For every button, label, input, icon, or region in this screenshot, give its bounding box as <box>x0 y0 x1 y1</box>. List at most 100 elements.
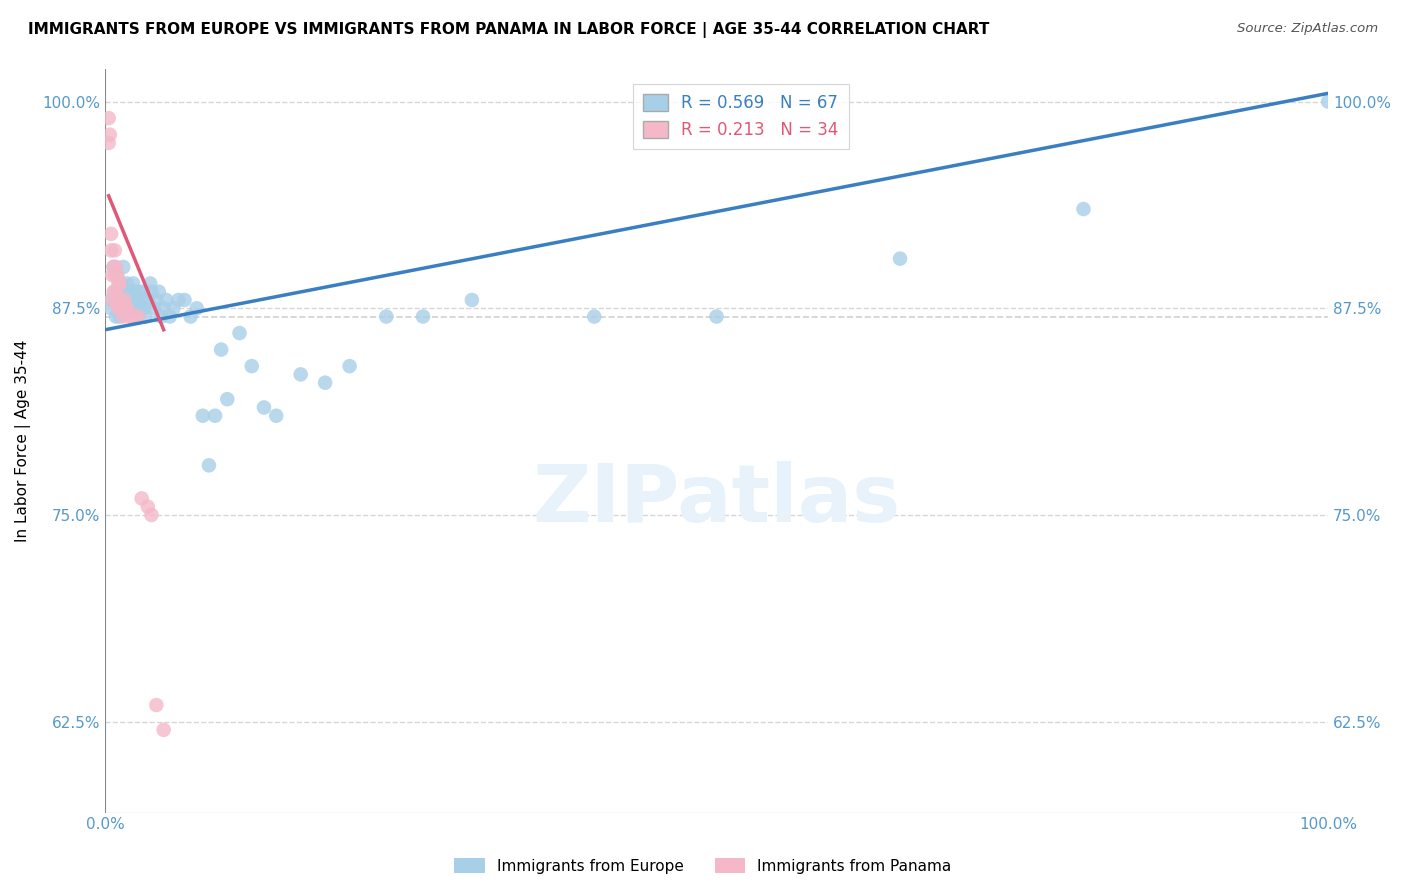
Point <box>375 310 398 324</box>
Point <box>412 310 434 324</box>
Point <box>100 244 122 258</box>
Point <box>142 301 165 316</box>
Point <box>290 368 312 382</box>
Point <box>110 293 132 307</box>
Point <box>162 301 184 316</box>
Point <box>180 310 202 324</box>
Point <box>104 268 127 283</box>
Point <box>107 301 129 316</box>
Point <box>1317 95 1340 109</box>
Point <box>209 343 232 357</box>
Point <box>100 227 122 241</box>
Point <box>889 252 911 266</box>
Point <box>97 111 120 125</box>
Point <box>253 401 276 415</box>
Point <box>115 277 138 291</box>
Point <box>104 285 127 299</box>
Point <box>112 310 135 324</box>
Point <box>105 293 128 307</box>
Point <box>264 409 287 423</box>
Point <box>105 268 128 283</box>
Point <box>198 458 221 473</box>
Point <box>124 310 146 324</box>
Point <box>104 260 127 274</box>
Point <box>152 723 174 737</box>
Point <box>105 268 128 283</box>
Point <box>150 310 173 324</box>
Point <box>105 293 128 307</box>
Point <box>339 359 361 373</box>
Point <box>127 285 149 299</box>
Point <box>132 301 155 316</box>
Point <box>108 285 131 299</box>
Point <box>114 293 136 307</box>
Point <box>104 244 127 258</box>
Point <box>103 260 125 274</box>
Point <box>145 293 167 307</box>
Point <box>114 301 136 316</box>
Point <box>120 293 142 307</box>
Point <box>112 285 135 299</box>
Point <box>204 409 226 423</box>
Point <box>136 500 159 514</box>
Point <box>583 310 606 324</box>
Point <box>124 301 146 316</box>
Point <box>145 698 167 712</box>
Point <box>132 285 155 299</box>
Point <box>118 310 141 324</box>
Point <box>122 277 145 291</box>
Point <box>97 136 120 150</box>
Point <box>1073 202 1095 216</box>
Point <box>114 301 136 316</box>
Point <box>104 285 127 299</box>
Legend: Immigrants from Europe, Immigrants from Panama: Immigrants from Europe, Immigrants from … <box>449 852 957 880</box>
Point <box>240 359 263 373</box>
Point <box>159 310 181 324</box>
Point <box>186 301 208 316</box>
Point <box>107 277 129 291</box>
Legend: R = 0.569   N = 67, R = 0.213   N = 34: R = 0.569 N = 67, R = 0.213 N = 34 <box>633 84 849 149</box>
Point <box>141 285 163 299</box>
Point <box>141 508 163 522</box>
Point <box>131 491 153 506</box>
Point <box>148 285 170 299</box>
Point <box>152 301 174 316</box>
Point <box>103 260 125 274</box>
Point <box>191 409 214 423</box>
Point <box>111 301 134 316</box>
Point <box>124 285 146 299</box>
Point <box>139 277 162 291</box>
Y-axis label: In Labor Force | Age 35-44: In Labor Force | Age 35-44 <box>15 339 31 541</box>
Point <box>121 310 143 324</box>
Point <box>110 277 132 291</box>
Point <box>98 128 121 142</box>
Point <box>115 301 138 316</box>
Point <box>118 301 141 316</box>
Point <box>107 301 129 316</box>
Point <box>136 293 159 307</box>
Point <box>167 293 190 307</box>
Point <box>706 310 728 324</box>
Point <box>128 301 150 316</box>
Point <box>100 301 122 316</box>
Point <box>217 392 239 407</box>
Point <box>101 293 124 307</box>
Point <box>121 301 143 316</box>
Point <box>118 285 141 299</box>
Point <box>111 301 134 316</box>
Point <box>117 301 139 316</box>
Point <box>125 293 148 307</box>
Point <box>461 293 484 307</box>
Point <box>104 310 127 324</box>
Text: ZIPatlas: ZIPatlas <box>533 461 901 539</box>
Point <box>108 277 131 291</box>
Point <box>108 310 131 324</box>
Point <box>173 293 195 307</box>
Point <box>114 293 136 307</box>
Point <box>314 376 336 390</box>
Point <box>155 293 177 307</box>
Point <box>134 310 156 324</box>
Point <box>101 268 124 283</box>
Point <box>131 293 153 307</box>
Point <box>127 310 149 324</box>
